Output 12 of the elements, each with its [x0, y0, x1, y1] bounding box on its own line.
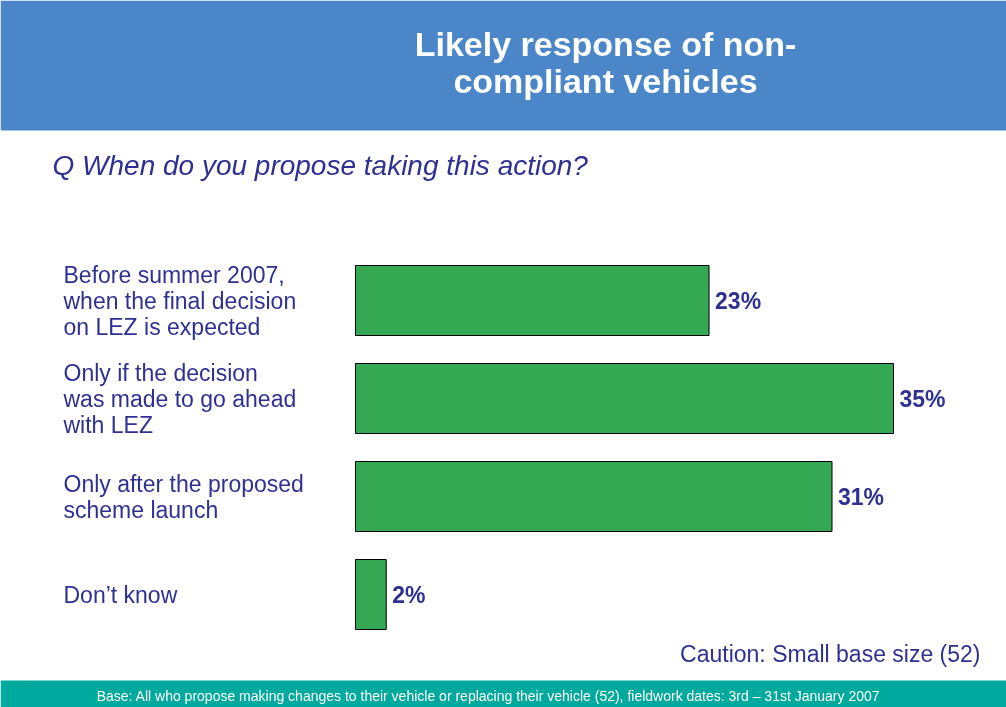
data-label: 31%: [838, 483, 885, 510]
chart-subtitle: Q When do you propose taking this action?: [52, 150, 589, 181]
chart-title: Likely response of non- compliant vehicles: [414, 25, 797, 100]
data-label: 2%: [392, 581, 426, 608]
data-label: 35%: [899, 385, 946, 412]
text: Base: All who propose making changes to their vehicle or replacing their vehicle (52), fieldwork dates: 3rd – 31st January 2007: [96, 687, 880, 704]
annotation: Caution: Small base size (52): [680, 640, 981, 667]
y-tick-label: Only if the decision was made to go ahead with LEZ: [62, 359, 297, 438]
y-tick-label: Before summer 2007, when the final decision on LEZ is expected: [62, 261, 297, 340]
data-label: 23%: [715, 287, 762, 314]
y-tick-label: Only after the proposed scheme launch: [63, 470, 304, 523]
y-tick-label: Don’t know: [63, 581, 178, 608]
